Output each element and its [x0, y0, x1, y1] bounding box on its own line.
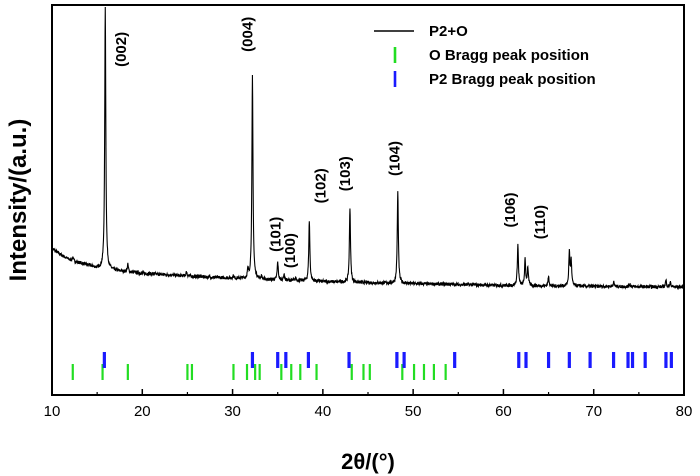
series-line-p2-o: [51, 6, 685, 291]
peak-label: (103): [337, 156, 354, 191]
peak-label: (104): [387, 141, 404, 176]
peak-label: (110): [532, 205, 549, 239]
x-tick-label: 40: [315, 403, 332, 420]
x-axis-ticks: 10 20 30 40 50 60 70 80: [44, 389, 693, 420]
plot-frame: [51, 4, 685, 396]
x-tick-label: 50: [405, 403, 422, 420]
y-axis-label: Intensity/(a.u.): [5, 119, 32, 282]
legend-entry-label: P2 Bragg peak position: [429, 71, 596, 88]
peak-label: (004): [239, 17, 256, 52]
peak-label: (101): [267, 217, 284, 252]
x-axis-label: 2θ/(°): [341, 449, 395, 474]
legend-entry-label: P2+O: [429, 23, 468, 40]
x-tick-label: 60: [495, 403, 512, 420]
x-tick-label: 70: [585, 403, 602, 420]
x-tick-label: 30: [224, 403, 241, 420]
x-tick-label: 10: [44, 403, 61, 420]
peak-label: (102): [313, 168, 330, 203]
peak-label: (002): [113, 32, 130, 67]
peak-annotations: (002) (004) (101)(100) (102) (103) (104) (106)…: [113, 17, 549, 268]
x-tick-label: 20: [134, 403, 151, 420]
peak-label: (100): [282, 233, 299, 268]
bragg-markers: [71, 352, 673, 380]
x-tick-label: 80: [676, 403, 693, 420]
plot-series: [51, 6, 685, 291]
legend: P2+O O Bragg peak position P2 Bragg peak p…: [374, 23, 596, 88]
peak-label: (106): [502, 192, 519, 227]
legend-entry-label: O Bragg peak position: [429, 47, 589, 64]
